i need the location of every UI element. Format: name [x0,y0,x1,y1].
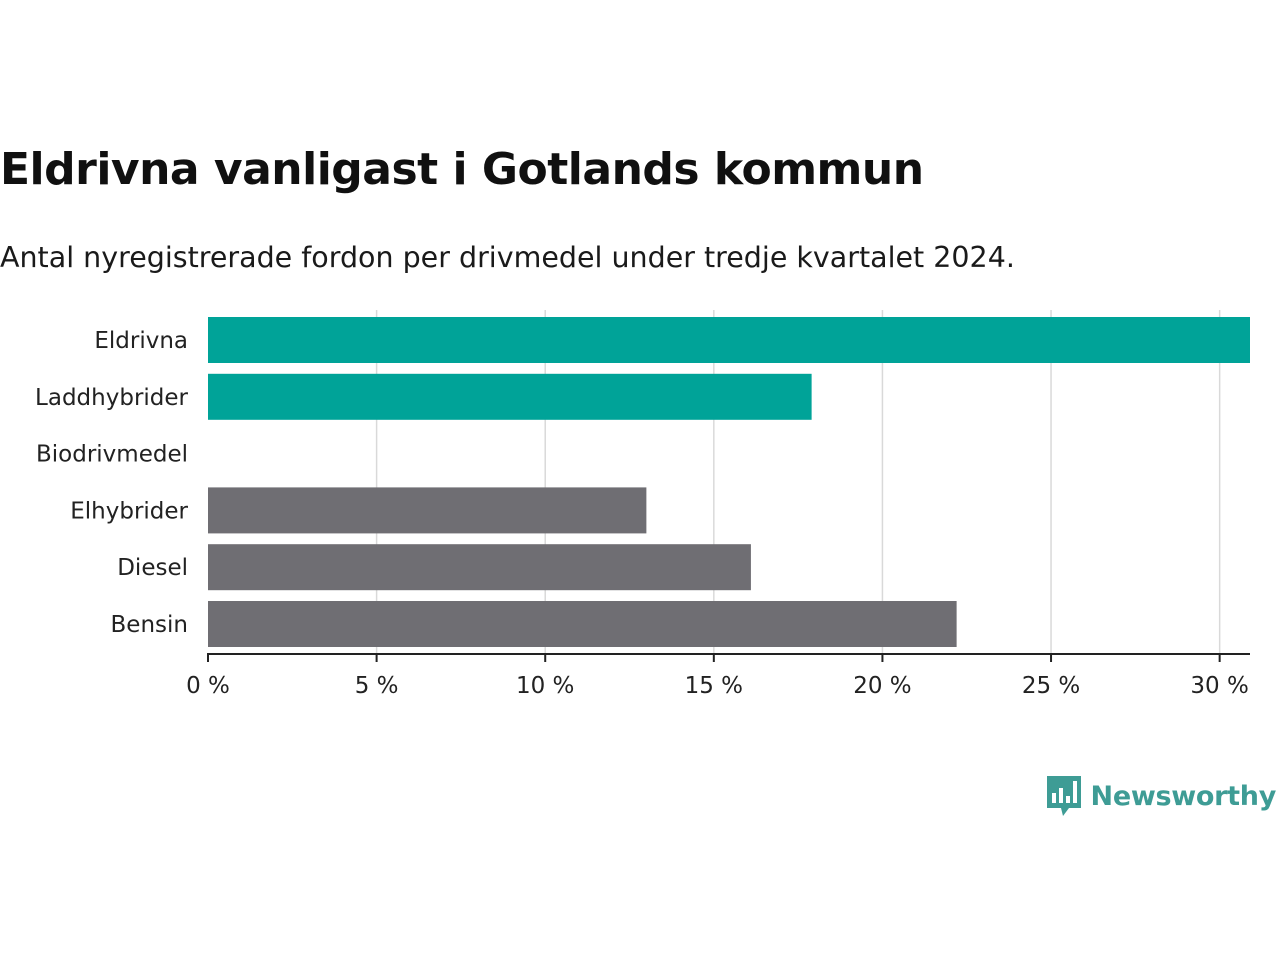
bar-elhybrider [208,487,647,534]
category-labels: Eldrivna Laddhybrider Biodrivmedel Elhybrid… [35,328,188,638]
category-label: Diesel [117,555,188,581]
category-label: Elhybrider [70,498,188,524]
category-label: Laddhybrider [35,385,188,411]
bar-eldrivna [208,317,1250,363]
bar-chart: Eldrivna Laddhybrider Biodrivmedel Elhybrid… [35,310,1250,699]
x-axis: 0 % 5 % 10 % 15 % 20 % 25 % 30 % [186,653,1250,699]
x-tick-label: 0 % [186,673,230,699]
grid-lines [375,310,1221,654]
x-tick-label: 10 % [516,673,574,699]
x-tick-label: 30 % [1190,673,1248,699]
brand-name: Newsworthy [1090,780,1277,812]
chart-title: Eldrivna vanligast i Gotlands kommun [0,144,924,195]
bar-chart-speech-bubble-icon [1046,776,1081,816]
category-label: Eldrivna [94,328,188,354]
bars [208,317,1250,647]
x-tick-label: 25 % [1022,673,1080,699]
x-tick-label: 15 % [685,673,743,699]
category-label: Biodrivmedel [36,442,188,468]
bar-bensin [208,601,957,647]
newsworthy-logo: Newsworthy [1046,776,1277,816]
chart-subtitle: Antal nyregistrerade fordon per drivmede… [0,241,1015,274]
bar-diesel [208,544,751,591]
bar-laddhybrider [208,373,812,420]
x-tick-label: 20 % [853,673,911,699]
category-label: Bensin [111,612,188,638]
x-tick-label: 5 % [355,673,399,699]
